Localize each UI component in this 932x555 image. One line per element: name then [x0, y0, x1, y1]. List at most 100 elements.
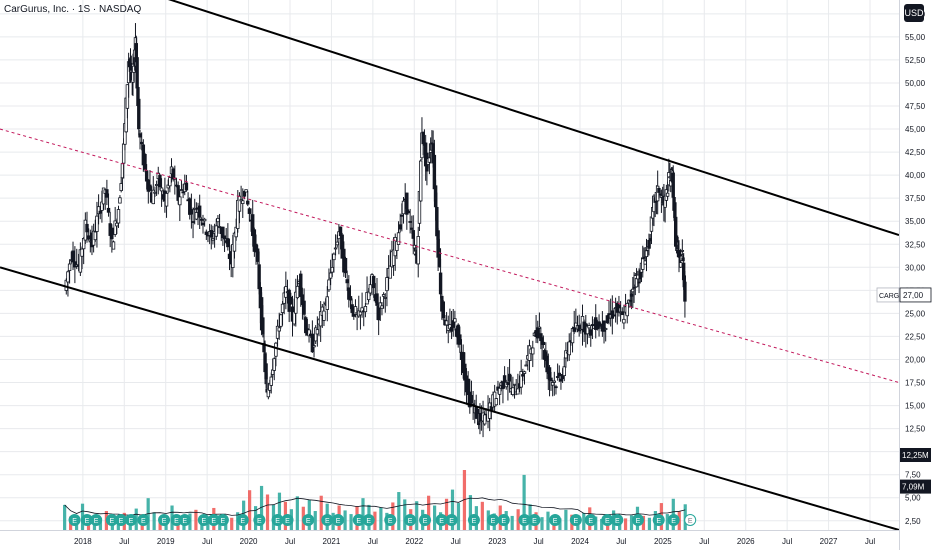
candle-body [209, 230, 213, 238]
candle-body [400, 214, 404, 217]
candle-body [512, 383, 517, 386]
earnings-marker-label: E [110, 518, 115, 525]
volume-bar [379, 507, 383, 530]
earnings-marker-label: E [275, 518, 280, 525]
candle-body [272, 358, 276, 371]
y-tick-label: 40,00 [905, 171, 926, 180]
candle-body [589, 329, 593, 336]
candle-body [184, 182, 189, 191]
candle-body [280, 303, 285, 313]
earnings-marker: E [68, 514, 81, 526]
volume-bar [230, 517, 234, 530]
candle-body [612, 314, 616, 317]
candle-body [438, 272, 443, 295]
y-tick-label: 50,00 [905, 79, 926, 88]
candle-body [194, 212, 199, 220]
x-tick-label: Jul [533, 537, 543, 546]
candle-body [222, 235, 227, 240]
earnings-marker: E [271, 514, 284, 526]
earnings-marker: E [667, 514, 680, 526]
x-tick-label: Jul [616, 537, 626, 546]
candle-body [475, 408, 480, 415]
earnings-marker: E [684, 514, 697, 526]
candle-body [118, 197, 122, 204]
currency-button[interactable]: USD [904, 4, 924, 22]
earnings-marker-label: E [553, 518, 558, 525]
candle-body [255, 248, 260, 262]
candle-body [335, 241, 339, 246]
volume-level-box [900, 479, 931, 494]
candle-body [143, 153, 147, 170]
candle-body [541, 341, 546, 346]
earnings-marker-badge [384, 514, 397, 526]
volume-bar [259, 485, 264, 530]
volume-bar [277, 492, 282, 530]
earnings-marker-badge [419, 514, 432, 526]
last-price-box [899, 287, 932, 303]
x-tick-label: 2018 [74, 537, 92, 546]
candle-body [674, 235, 679, 243]
candle-body [214, 225, 218, 237]
volume-bar [152, 512, 156, 530]
volume-bar [647, 517, 652, 530]
earnings-marker-label: E [356, 518, 361, 525]
volume-bar [522, 474, 526, 530]
volume-bar [444, 498, 449, 530]
candle-body [516, 388, 520, 395]
candle-body [67, 263, 72, 271]
earnings-marker-label: E [532, 518, 537, 525]
candle-body [277, 327, 281, 332]
earnings-marker-label: E [257, 518, 262, 525]
candle-body [85, 223, 89, 233]
candle-body [338, 226, 343, 236]
earnings-marker-badge [667, 514, 680, 526]
earnings-marker-label: E [574, 518, 579, 525]
earnings-marker-badge [332, 514, 345, 526]
earnings-marker-label: E [671, 518, 676, 525]
y-tick-label: 15,00 [905, 402, 926, 411]
candle-body [536, 327, 540, 339]
candle-body [201, 222, 205, 226]
candle-body [524, 364, 528, 367]
earnings-marker: E [352, 514, 365, 526]
y-tick-label: 20,00 [905, 355, 926, 364]
price-labels: 27,00 CARG 12,25M 7,09M [876, 287, 932, 494]
candle-body [531, 347, 535, 355]
earnings-marker-badge [68, 514, 81, 526]
earnings-marker-label: E [408, 518, 413, 525]
volume-level-label: 12,25M [902, 451, 929, 460]
candle-body [93, 231, 97, 241]
candle-body [358, 311, 363, 316]
candle-body [154, 184, 159, 186]
price-axis[interactable]: 57,5055,0052,5050,0047,5045,0042,5040,00… [905, 10, 926, 526]
volume-bar [397, 492, 401, 530]
y-tick-label: 30,00 [905, 263, 926, 272]
volume-bar [510, 515, 514, 530]
earnings-marker: E [281, 514, 294, 526]
candle-body [410, 227, 414, 230]
candle-body [178, 196, 182, 206]
earnings-marker-label: E [182, 518, 187, 525]
y-tick-label: 25,00 [905, 309, 926, 318]
earnings-marker-label: E [119, 518, 124, 525]
candle-body [310, 333, 315, 353]
time-axis[interactable]: 2018 Jul 2019 Jul 2020 Jul 2021 Jul 2022 Jul 2023 J… [74, 537, 875, 546]
volume-ma-line [64, 497, 686, 516]
earnings-marker: E [467, 514, 480, 526]
candle-body [497, 387, 502, 395]
candle-body [289, 296, 293, 305]
x-tick-label: 2021 [323, 537, 341, 546]
candle-body [388, 265, 392, 279]
candle-body [437, 248, 442, 267]
candle-body [519, 371, 523, 388]
candle-body [241, 200, 245, 204]
earnings-marker-label: E [636, 518, 641, 525]
earnings-marker: E [321, 514, 334, 526]
volume-bar [456, 503, 461, 530]
candle-body [168, 177, 172, 187]
earnings-marker-label: E [439, 518, 444, 525]
volume-bar [462, 470, 467, 530]
earnings-marker: E [90, 514, 103, 526]
